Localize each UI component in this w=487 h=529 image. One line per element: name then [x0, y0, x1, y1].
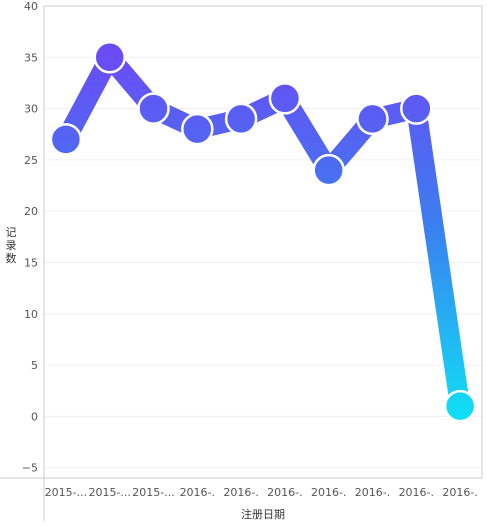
- data-point[interactable]: [443, 389, 477, 423]
- x-tick-label: 2016-.: [355, 486, 390, 499]
- x-tick-label: 2015-...: [132, 486, 174, 499]
- x-tick-label: 2015-...: [88, 486, 130, 499]
- y-tick-label: 40: [24, 0, 38, 13]
- data-point[interactable]: [400, 92, 433, 125]
- y-axis-title: 记录数: [6, 226, 17, 265]
- y-tick-label: 10: [24, 308, 38, 321]
- data-point[interactable]: [224, 102, 258, 136]
- series-line: [55, 47, 471, 417]
- y-tick-label: 0: [31, 410, 38, 423]
- data-points: [49, 41, 477, 423]
- y-axis-title-char: 记: [6, 226, 17, 239]
- y-tick-label: 15: [24, 257, 38, 270]
- data-point[interactable]: [49, 123, 83, 156]
- y-tick-label: −5: [22, 462, 38, 475]
- y-tick-label: 30: [24, 103, 38, 116]
- x-tick-label: 2016-.: [442, 486, 477, 499]
- x-tick-label: 2016-.: [180, 486, 215, 499]
- x-tick-label: 2016-.: [267, 486, 302, 499]
- x-axis-title: 注册日期: [241, 507, 285, 521]
- y-tick-label: 5: [31, 359, 38, 372]
- data-point[interactable]: [93, 41, 126, 74]
- data-point[interactable]: [268, 82, 302, 115]
- x-tick-label: 2016-.: [223, 486, 258, 499]
- x-tick-label: 2015-...: [45, 486, 87, 499]
- y-axis-ticks: −5 0 5 10 15 20 25 30 35 40: [22, 0, 38, 475]
- y-tick-label: 35: [24, 51, 38, 64]
- x-tick-label: 2016-.: [311, 486, 346, 499]
- data-point[interactable]: [137, 92, 170, 125]
- x-tick-label: 2016-.: [399, 486, 434, 499]
- y-tick-label: 25: [24, 154, 38, 167]
- data-point[interactable]: [356, 102, 389, 136]
- data-point[interactable]: [181, 112, 214, 146]
- y-axis-title-char: 录: [6, 239, 17, 252]
- y-axis-title-char: 数: [6, 252, 17, 265]
- x-axis-ticks: 2015-... 2015-... 2015-... 2016-. 2016-. 2016…: [45, 486, 478, 499]
- y-tick-label: 20: [24, 205, 38, 218]
- data-point[interactable]: [312, 153, 345, 187]
